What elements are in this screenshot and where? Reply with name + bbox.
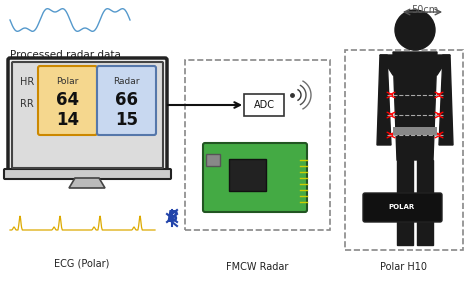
FancyBboxPatch shape	[4, 169, 171, 179]
Text: 15: 15	[115, 111, 138, 129]
FancyBboxPatch shape	[244, 94, 284, 116]
Text: 66: 66	[115, 91, 138, 109]
Polygon shape	[69, 178, 105, 188]
FancyBboxPatch shape	[97, 66, 156, 135]
FancyBboxPatch shape	[363, 193, 442, 222]
FancyBboxPatch shape	[393, 127, 437, 135]
FancyBboxPatch shape	[8, 58, 167, 172]
FancyBboxPatch shape	[203, 143, 307, 212]
FancyBboxPatch shape	[229, 159, 266, 191]
Text: Polar: Polar	[56, 78, 79, 87]
Polygon shape	[397, 160, 413, 245]
Polygon shape	[439, 55, 453, 145]
Text: Polar H10: Polar H10	[381, 262, 428, 272]
Text: HR: HR	[20, 77, 34, 87]
Text: FMCW Radar: FMCW Radar	[226, 262, 288, 272]
FancyBboxPatch shape	[38, 66, 97, 135]
Text: ADC: ADC	[254, 100, 274, 110]
Text: POLAR: POLAR	[389, 204, 415, 210]
Text: Processed radar data: Processed radar data	[10, 50, 121, 60]
Polygon shape	[417, 160, 433, 245]
Polygon shape	[380, 55, 450, 75]
Circle shape	[395, 10, 435, 50]
Polygon shape	[393, 52, 437, 160]
Text: Radar: Radar	[113, 78, 140, 87]
FancyBboxPatch shape	[206, 154, 220, 166]
Text: 64: 64	[56, 91, 79, 109]
FancyBboxPatch shape	[12, 62, 163, 168]
Text: 50cm: 50cm	[411, 5, 438, 15]
Text: B: B	[166, 210, 178, 226]
Text: ECG (Polar): ECG (Polar)	[55, 258, 109, 268]
Polygon shape	[377, 55, 391, 145]
Text: 14: 14	[56, 111, 79, 129]
Text: RR: RR	[20, 99, 34, 109]
